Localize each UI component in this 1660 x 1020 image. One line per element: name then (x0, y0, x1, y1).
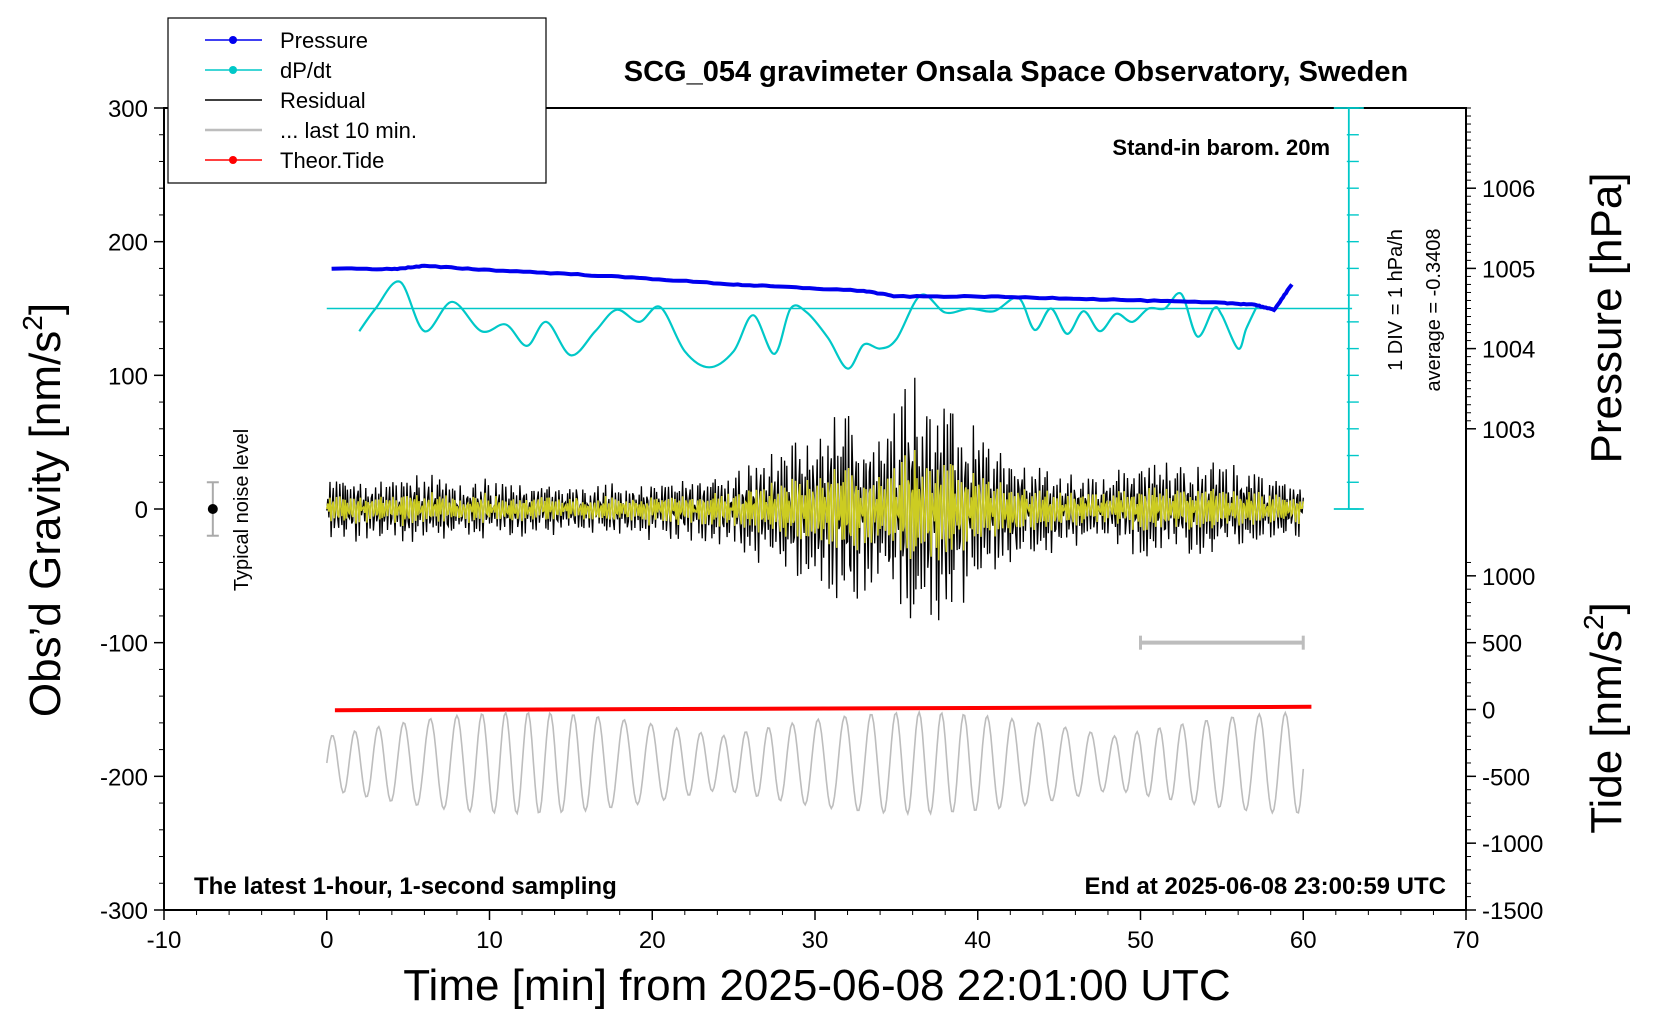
pressure-tick-label: 1006 (1482, 176, 1535, 203)
last-10-min-series (326, 635, 1305, 817)
tide-tick-label: 1000 (1482, 564, 1535, 591)
tide-tick-label: 0 (1482, 698, 1495, 725)
x-tick-label: 60 (1290, 927, 1317, 954)
x-tick-label: 40 (964, 927, 991, 954)
y-tick-label: 200 (108, 230, 148, 257)
tide-tick-label: -500 (1482, 764, 1530, 791)
y-tick-label: 0 (135, 497, 148, 524)
pressure-tick-label: 1005 (1482, 256, 1535, 283)
x-tick-label: -10 (147, 927, 182, 954)
dpdt-series (326, 280, 1353, 370)
x-tick-label: 30 (802, 927, 829, 954)
x-tick-label: 20 (639, 927, 666, 954)
residual-filtered-line (326, 449, 1305, 561)
tide-series (334, 704, 1312, 713)
x-tick-label: 0 (320, 927, 333, 954)
pressure-tick-label: 1004 (1482, 337, 1535, 364)
y-axis-title-tide: Tide [nm/s2] (1578, 602, 1631, 834)
tide-title-main: Tide [nm/s (1582, 630, 1631, 834)
x-tick-label: 10 (476, 927, 503, 954)
legend-label: dP/dt (280, 58, 331, 83)
legend-marker (229, 66, 237, 74)
tick-labels: -10 0 10 20 30 40 50 60 70-300-200-1000100200300… (100, 96, 1543, 954)
tide-tick-label: -1500 (1482, 898, 1543, 925)
y-left-title-sup: 2 (17, 315, 48, 331)
last-10-min-line (326, 709, 1305, 817)
tide-tick-label: 500 (1482, 631, 1522, 658)
y-left-title-end: ] (21, 303, 70, 315)
average-label: average = -0.3408 (1423, 229, 1445, 392)
bottom-right-note: End at 2025-06-08 23:00:59 UTC (1085, 873, 1447, 900)
dpdt-scale-bar (1333, 107, 1364, 510)
tide-title-sup: 2 (1578, 614, 1609, 630)
legend-label: Theor.Tide (280, 148, 384, 173)
pressure-tick-label: 1003 (1482, 417, 1535, 444)
y-left-title-main: Obs’d Gravity [nm/s (21, 331, 70, 717)
pressure-line (331, 263, 1294, 313)
y-tick-label: 300 (108, 96, 148, 123)
dpdt-line (358, 280, 1259, 370)
noise-dot (207, 504, 218, 514)
noise-level-indicator (206, 481, 219, 537)
y-tick-label: 100 (108, 363, 148, 390)
bottom-left-note: The latest 1-hour, 1-second sampling (194, 873, 617, 900)
chart-title: SCG_054 gravimeter Onsala Space Observat… (624, 56, 1408, 88)
legend-label: ... last 10 min. (280, 118, 417, 143)
stand-in-note: Stand-in barom. 20m (1112, 135, 1330, 160)
x-tick-label: 50 (1127, 927, 1154, 954)
x-tick-label: 70 (1453, 927, 1480, 954)
pressure-series (331, 263, 1294, 313)
x-axis-title: Time [min] from 2025-06-08 22:01:00 UTC (403, 961, 1230, 1010)
y-axis-title-pressure: Pressure [hPa] (1582, 172, 1631, 463)
legend-label: Pressure (280, 28, 368, 53)
tide-title-end: ] (1582, 602, 1631, 614)
axis-ticks (154, 107, 1476, 920)
y-tick-label: -100 (100, 631, 148, 658)
y-tick-label: -200 (100, 764, 148, 791)
div-label: 1 DIV = 1 hPa/h (1385, 229, 1407, 371)
noise-label: Typical noise level (231, 429, 253, 591)
residual-series (326, 377, 1305, 621)
legend-label: Residual (280, 88, 366, 113)
tide-tick-label: -1000 (1482, 831, 1543, 858)
legend-marker (229, 156, 237, 164)
y-axis-title-left: Obs’d Gravity [nm/s2] (17, 303, 70, 717)
legend-marker (229, 36, 237, 44)
legend: Pressure dP/dt Residual ... last 10 min. The… (167, 17, 547, 184)
tide-line (334, 704, 1312, 713)
y-tick-label: -300 (100, 898, 148, 925)
residual-line (326, 377, 1304, 621)
